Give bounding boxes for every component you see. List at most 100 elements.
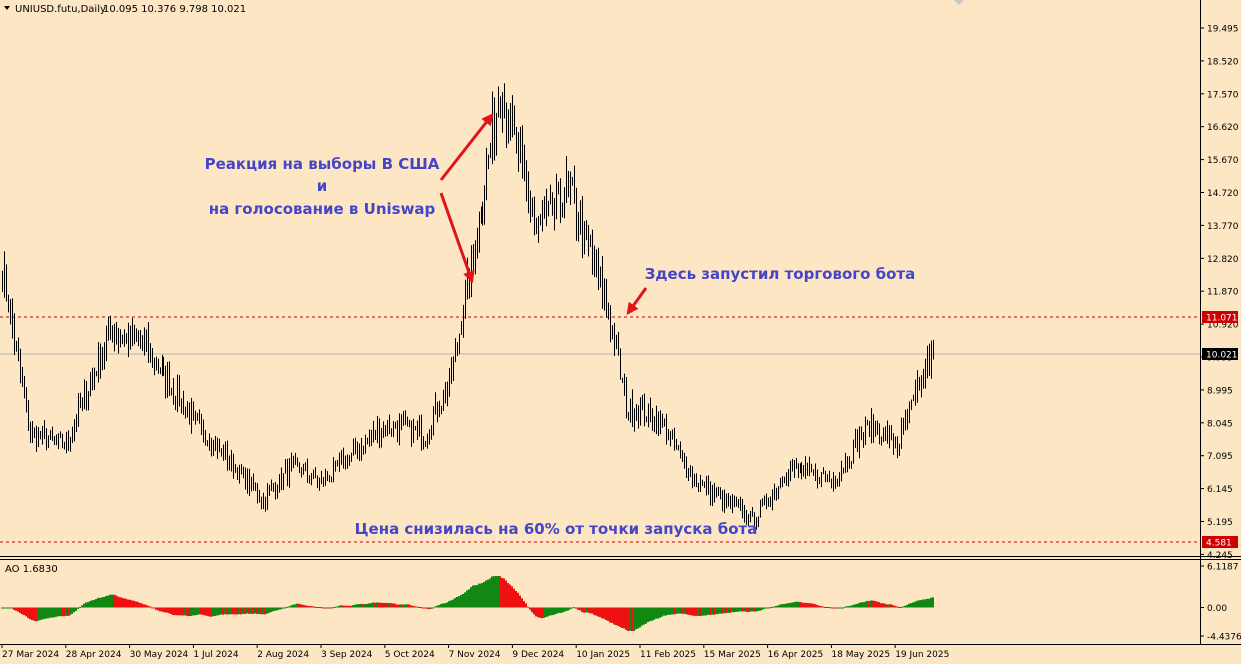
ao-bar <box>336 606 338 608</box>
ao-bar <box>932 597 934 608</box>
ao-bar <box>767 607 769 609</box>
ao-bar <box>324 607 326 609</box>
ao-bar <box>852 604 854 608</box>
ao-bar <box>575 607 577 609</box>
ao-bar <box>172 607 174 615</box>
ao-bar <box>1 607 3 609</box>
upper-level-value: 11.071 <box>1206 314 1238 324</box>
ao-bar <box>862 602 864 608</box>
ao-bar <box>854 604 856 608</box>
ao-bar <box>603 607 605 619</box>
ao-bar <box>844 606 846 608</box>
ao-bar <box>487 579 489 608</box>
ao-bar <box>408 604 410 608</box>
ao-bar <box>735 607 737 612</box>
ao-bar <box>840 607 842 609</box>
ao-bar <box>655 607 657 619</box>
ao-bar <box>19 607 21 613</box>
ao-bar <box>49 607 51 618</box>
ao-bar <box>892 605 894 608</box>
ao-bar <box>517 592 519 608</box>
ao-bar <box>55 607 57 617</box>
ao-bar <box>354 604 356 608</box>
candlestick-series <box>2 83 934 530</box>
ao-bar <box>41 607 43 620</box>
ao-bar <box>515 590 517 608</box>
ao-bar <box>268 607 270 613</box>
ao-bar <box>759 607 761 611</box>
ao-bar <box>400 604 402 608</box>
scroll-marker-icon[interactable] <box>954 0 964 5</box>
ao-bar <box>328 607 330 609</box>
ao-bar <box>33 607 35 621</box>
ao-bar <box>793 602 795 608</box>
ao-bar <box>723 607 725 614</box>
ao-bar <box>597 607 599 617</box>
ao-bar <box>11 607 13 609</box>
ao-bar <box>914 601 916 608</box>
ao-bar <box>659 607 661 618</box>
ao-bar <box>53 607 55 618</box>
decline-annotation: Цена снизилась на 60% от точки запуска б… <box>355 520 758 538</box>
ao-bar <box>509 584 511 608</box>
ao-bar <box>856 603 858 608</box>
ao-bar <box>846 606 848 608</box>
ao-bar <box>789 602 791 608</box>
ao-bar <box>729 607 731 613</box>
price-tick-label: 10.920 <box>1207 321 1239 331</box>
ao-bar <box>109 594 111 608</box>
ao-bar <box>384 602 386 608</box>
ao-bar <box>292 604 294 608</box>
ao-bar <box>677 607 679 614</box>
ao-bar <box>474 585 476 608</box>
ao-bar <box>107 595 109 608</box>
collapse-triangle-icon[interactable] <box>4 6 10 10</box>
ao-bar <box>466 590 468 608</box>
ao-bar <box>39 607 41 621</box>
ao-bar <box>222 607 224 615</box>
price-tick-label: 13.770 <box>1207 222 1239 232</box>
ao-bar <box>125 598 127 608</box>
ao-bar <box>521 598 523 608</box>
ao-bar <box>147 605 149 608</box>
ao-bar <box>749 607 751 612</box>
ao-bar <box>145 604 147 608</box>
ao-bar <box>541 607 543 619</box>
ao-bar <box>651 607 653 621</box>
ao-bar <box>489 578 491 608</box>
ao-bar <box>613 607 615 625</box>
ao-bar <box>220 607 222 615</box>
ao-bar <box>571 607 573 609</box>
ao-bar <box>769 607 771 609</box>
ao-bar <box>902 606 904 608</box>
ao-bar <box>418 606 420 608</box>
ao-bar <box>426 607 428 609</box>
ao-bar <box>314 606 316 608</box>
ao-bar <box>812 603 814 608</box>
ao-bar <box>27 607 29 618</box>
election-line-1: Реакция на выборы В США <box>205 155 440 173</box>
ao-bar <box>727 607 729 613</box>
ao-bar <box>501 578 503 608</box>
price-tick-label: 18.520 <box>1207 57 1239 67</box>
ao-bar <box>244 607 246 615</box>
ao-bar <box>617 607 619 626</box>
price-tick-label: 17.570 <box>1207 90 1239 100</box>
price-tick-label: 5.195 <box>1207 518 1233 528</box>
ao-bar <box>787 603 789 608</box>
ao-bar <box>202 607 204 615</box>
ao-bar <box>180 607 182 616</box>
ao-bar <box>338 605 340 608</box>
date-tick-label: 11 Feb 2025 <box>640 650 696 660</box>
election-line-3: на голосование в Uniswap <box>209 200 436 218</box>
ao-bar <box>609 607 611 623</box>
ao-bar <box>174 607 176 616</box>
ao-bar <box>701 607 703 616</box>
lower-level-marker: 4.581 <box>1202 536 1238 549</box>
ao-bar <box>715 607 717 615</box>
ao-bar <box>918 600 920 608</box>
ao-bar <box>747 607 749 612</box>
ao-bar <box>777 605 779 608</box>
